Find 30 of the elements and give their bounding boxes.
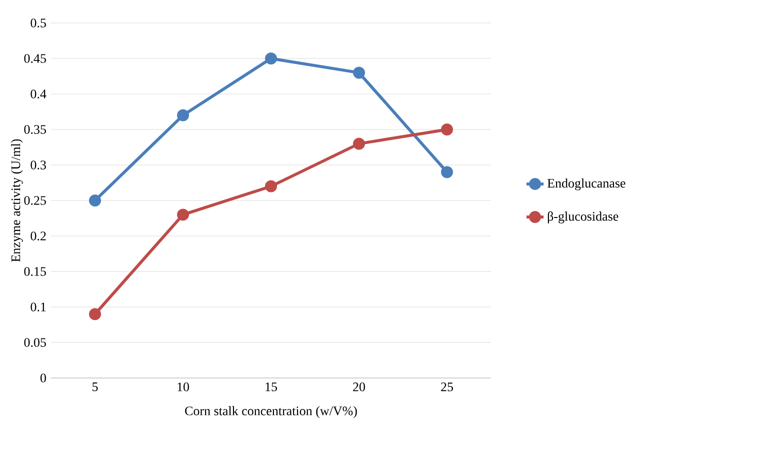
point [89,308,102,320]
y-tick-label: 0.05 [24,338,46,347]
point [177,208,190,221]
y-tick-label: 0.4 [30,90,46,98]
y-tick-label: 0.2 [30,232,46,240]
x-tick-label: 5 [92,382,98,392]
x-tick-label: 10 [178,382,190,392]
y-tick-label: 0.45 [24,54,46,63]
point [265,180,278,192]
x-tick-label: 20 [353,382,366,392]
point [353,138,365,150]
legend-label: β-glucosidase [548,211,618,224]
x-tick-label: 15 [266,382,277,392]
point [265,52,278,64]
point [353,66,365,79]
x-tick-label: 25 [441,382,453,392]
point [89,194,102,206]
legend-label: Endoglucanase [547,178,626,190]
x-axis-title: Corn stalk concentration (w/V%) [185,406,357,418]
y-axis-title: Enzyme activity (U/ml) [11,139,23,262]
point [440,166,453,178]
y-tick-label: 0.15 [24,267,46,276]
y-tick-label: 0.1 [30,302,46,312]
y-tick-label: 0.25 [24,196,46,205]
y-tick-label: 0.35 [24,125,46,134]
y-tick-label: 0 [40,374,46,382]
y-tick-label: 0.3 [30,160,46,170]
y-tick-label: 0.5 [30,18,46,28]
point [440,123,453,136]
point [177,109,190,122]
